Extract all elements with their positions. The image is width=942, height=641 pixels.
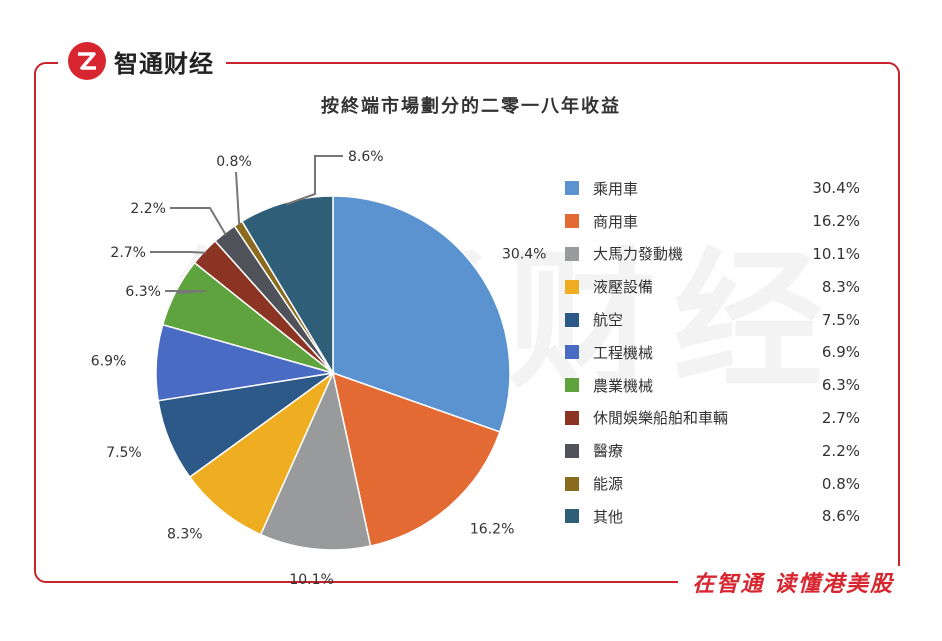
legend-swatch [565, 214, 579, 229]
legend-value: 8.6% [821, 507, 860, 526]
pie-slice-2 [259, 370, 372, 551]
data-label-0: 30.4% [502, 246, 546, 262]
data-label-3: 8.3% [167, 527, 203, 543]
legend-swatch [565, 410, 579, 425]
legend-label: 其他 [593, 507, 624, 526]
legend-value: 10.1% [812, 244, 860, 263]
legend-value: 30.4% [812, 179, 860, 198]
legend-item: 商用車 16.2% [565, 205, 860, 238]
legend-value: 0.8% [821, 474, 860, 493]
legend-swatch [565, 181, 579, 196]
data-label-6: 6.3% [125, 284, 161, 300]
legend-item: 其他 8.6% [565, 500, 860, 533]
legend-value: 8.3% [821, 277, 860, 296]
legend-label: 工程機械 [593, 343, 654, 362]
data-label-2: 10.1% [289, 572, 333, 588]
legend-label: 農業機械 [593, 376, 654, 395]
legend-label: 休閒娛樂船舶和車輛 [593, 409, 729, 428]
legend-item: 乘用車 30.4% [565, 172, 860, 205]
brand-logo-icon [68, 42, 106, 80]
legend-item: 液壓設備 8.3% [565, 270, 860, 303]
data-label-7: 2.7% [110, 245, 146, 261]
legend-swatch [565, 312, 579, 327]
chart-title: 按終端市場劃分的二零一八年收益 [321, 96, 621, 117]
data-label-1: 16.2% [470, 521, 514, 537]
leader-line-9 [235, 171, 241, 226]
legend-item: 農業機械 6.3% [565, 369, 860, 402]
legend-value: 6.3% [821, 376, 860, 395]
legend-value: 6.9% [821, 343, 860, 362]
legend-swatch [565, 509, 579, 524]
legend-swatch [565, 476, 579, 491]
legend-value: 2.2% [821, 441, 860, 460]
data-label-4: 7.5% [106, 445, 142, 461]
legend-label: 商用車 [593, 212, 639, 231]
leader-line-7 [150, 251, 206, 254]
pie-slice-0 [332, 195, 511, 433]
legend-item: 醫療 2.2% [565, 434, 860, 467]
leader-line-6 [165, 290, 206, 295]
brand-logo: 智通财经 [58, 38, 226, 84]
legend-label: 液壓設備 [593, 278, 654, 297]
legend-item: 工程機械 6.9% [565, 336, 860, 369]
legend-swatch [565, 246, 579, 261]
legend-item: 大馬力發動機 10.1% [565, 238, 860, 271]
legend-swatch [565, 378, 579, 393]
legend-label: 大馬力發動機 [593, 245, 684, 264]
legend-value: 7.5% [821, 310, 860, 329]
legend-label: 乘用車 [593, 179, 639, 198]
data-label-10: 8.6% [348, 149, 384, 165]
legend-swatch [565, 443, 579, 458]
slogan: 在智通 读懂港美股 [678, 566, 908, 598]
chart-legend: 乘用車 30.4% 商用車 16.2% 大馬力發動機 10.1% 液壓設備 8.3% 航空 7.5… [565, 172, 860, 533]
card-frame [34, 62, 900, 583]
legend-item: 休閒娛樂船舶和車輛 2.7% [565, 402, 860, 435]
data-label-9: 0.8% [216, 154, 252, 170]
legend-value: 16.2% [812, 212, 860, 231]
leader-line-10 [285, 155, 343, 206]
legend-label: 醫療 [593, 442, 624, 461]
pie-slice-10 [240, 195, 334, 376]
legend-value: 2.7% [821, 408, 860, 427]
data-label-5: 6.9% [91, 354, 127, 370]
legend-label: 航空 [593, 311, 624, 330]
legend-item: 能源 0.8% [565, 467, 860, 500]
leader-line-8 [170, 207, 227, 236]
pie-slice-1 [331, 371, 501, 547]
legend-swatch [565, 345, 579, 360]
legend-swatch [565, 279, 579, 294]
brand-name: 智通财经 [114, 49, 214, 78]
legend-item: 航空 7.5% [565, 303, 860, 336]
data-label-8: 2.2% [130, 201, 166, 217]
legend-label: 能源 [593, 475, 624, 494]
pie-slice-3 [188, 370, 335, 536]
